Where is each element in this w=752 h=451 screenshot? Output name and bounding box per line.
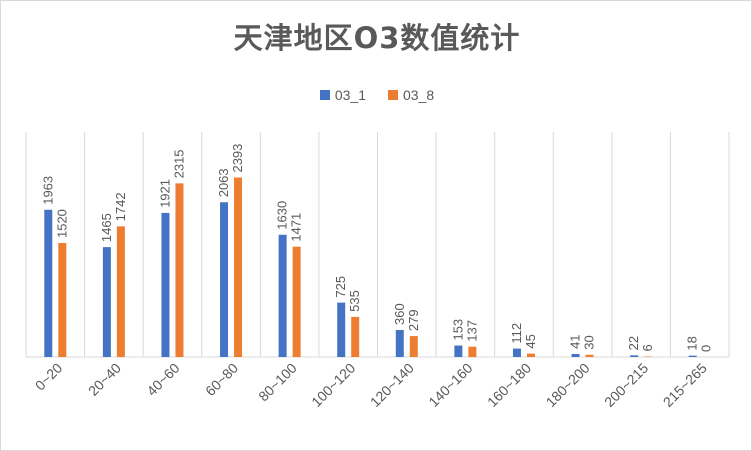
x-tick-label: 20~40: [85, 360, 124, 399]
bar-series-1: [278, 234, 287, 357]
x-tick-label: 180~200: [543, 360, 593, 410]
x-tick-label: 60~80: [202, 360, 241, 399]
data-label: 1742: [113, 192, 128, 221]
bar-series-2: [175, 183, 184, 357]
data-label: 2393: [230, 144, 245, 173]
x-tick-label: 215~265: [660, 360, 710, 410]
bar-series-1: [337, 302, 346, 357]
bar-series-2: [409, 336, 418, 357]
bar-series-2: [234, 177, 243, 357]
bar-series-2: [292, 246, 301, 357]
bar-series-2: [351, 316, 360, 357]
x-tick-label: 120~140: [367, 360, 417, 410]
data-label: 1520: [54, 209, 69, 238]
bar-series-2: [116, 226, 125, 357]
data-label: 45: [523, 334, 538, 348]
legend: 03_1 03_8: [1, 87, 752, 103]
bar-series-1: [454, 345, 463, 357]
bar-series-1: [571, 353, 580, 357]
data-label: 0: [699, 345, 714, 352]
x-tick-label: 0~20: [32, 360, 66, 394]
bar-series-1: [395, 330, 404, 357]
data-label: 725: [333, 276, 348, 298]
data-label: 2063: [216, 168, 231, 197]
data-label: 6: [640, 344, 655, 351]
bar-series-2: [526, 353, 535, 357]
data-label: 41: [568, 334, 583, 348]
data-label: 2315: [171, 149, 186, 178]
x-tick-label: 160~180: [484, 360, 534, 410]
legend-item-series-1: 03_1: [319, 87, 366, 103]
bar-series-1: [44, 209, 53, 357]
data-label: 1630: [275, 201, 290, 230]
data-label: 18: [685, 336, 700, 350]
bar-series-2: [58, 243, 67, 357]
bar-series-2: [468, 346, 477, 357]
data-label: 535: [347, 290, 362, 312]
data-label: 1471: [289, 213, 304, 242]
bar-series-1: [688, 355, 697, 357]
bar-series-1: [220, 202, 229, 357]
data-label: 279: [406, 309, 421, 331]
bar-series-2: [585, 354, 594, 357]
x-tick-label: 140~160: [425, 360, 475, 410]
chart-title: 天津地区O3数值统计: [233, 21, 521, 55]
data-label: 30: [582, 335, 597, 349]
legend-label-series-2: 03_8: [403, 87, 435, 103]
x-tick-label: 100~120: [308, 360, 358, 410]
data-label: 153: [450, 319, 465, 341]
bar-series-1: [102, 247, 111, 357]
legend-label-series-1: 03_1: [334, 87, 366, 103]
data-label: 112: [509, 323, 524, 344]
bar-series-1: [630, 355, 639, 357]
x-tick-label: 200~215: [601, 360, 651, 410]
bar-series-1: [161, 212, 170, 357]
data-label: 1921: [157, 179, 172, 208]
x-tick-label: 80~100: [255, 360, 300, 405]
legend-swatch-series-2: [388, 90, 398, 100]
data-label: 22: [626, 336, 641, 350]
data-label: 360: [392, 303, 407, 325]
data-label: 1963: [40, 176, 55, 205]
bar-series-1: [512, 348, 521, 357]
x-tick-label: 40~60: [143, 360, 182, 399]
data-label: 1465: [99, 213, 114, 242]
legend-swatch-series-1: [319, 90, 330, 100]
legend-item-series-2: 03_8: [388, 87, 434, 103]
data-label: 137: [464, 320, 479, 342]
